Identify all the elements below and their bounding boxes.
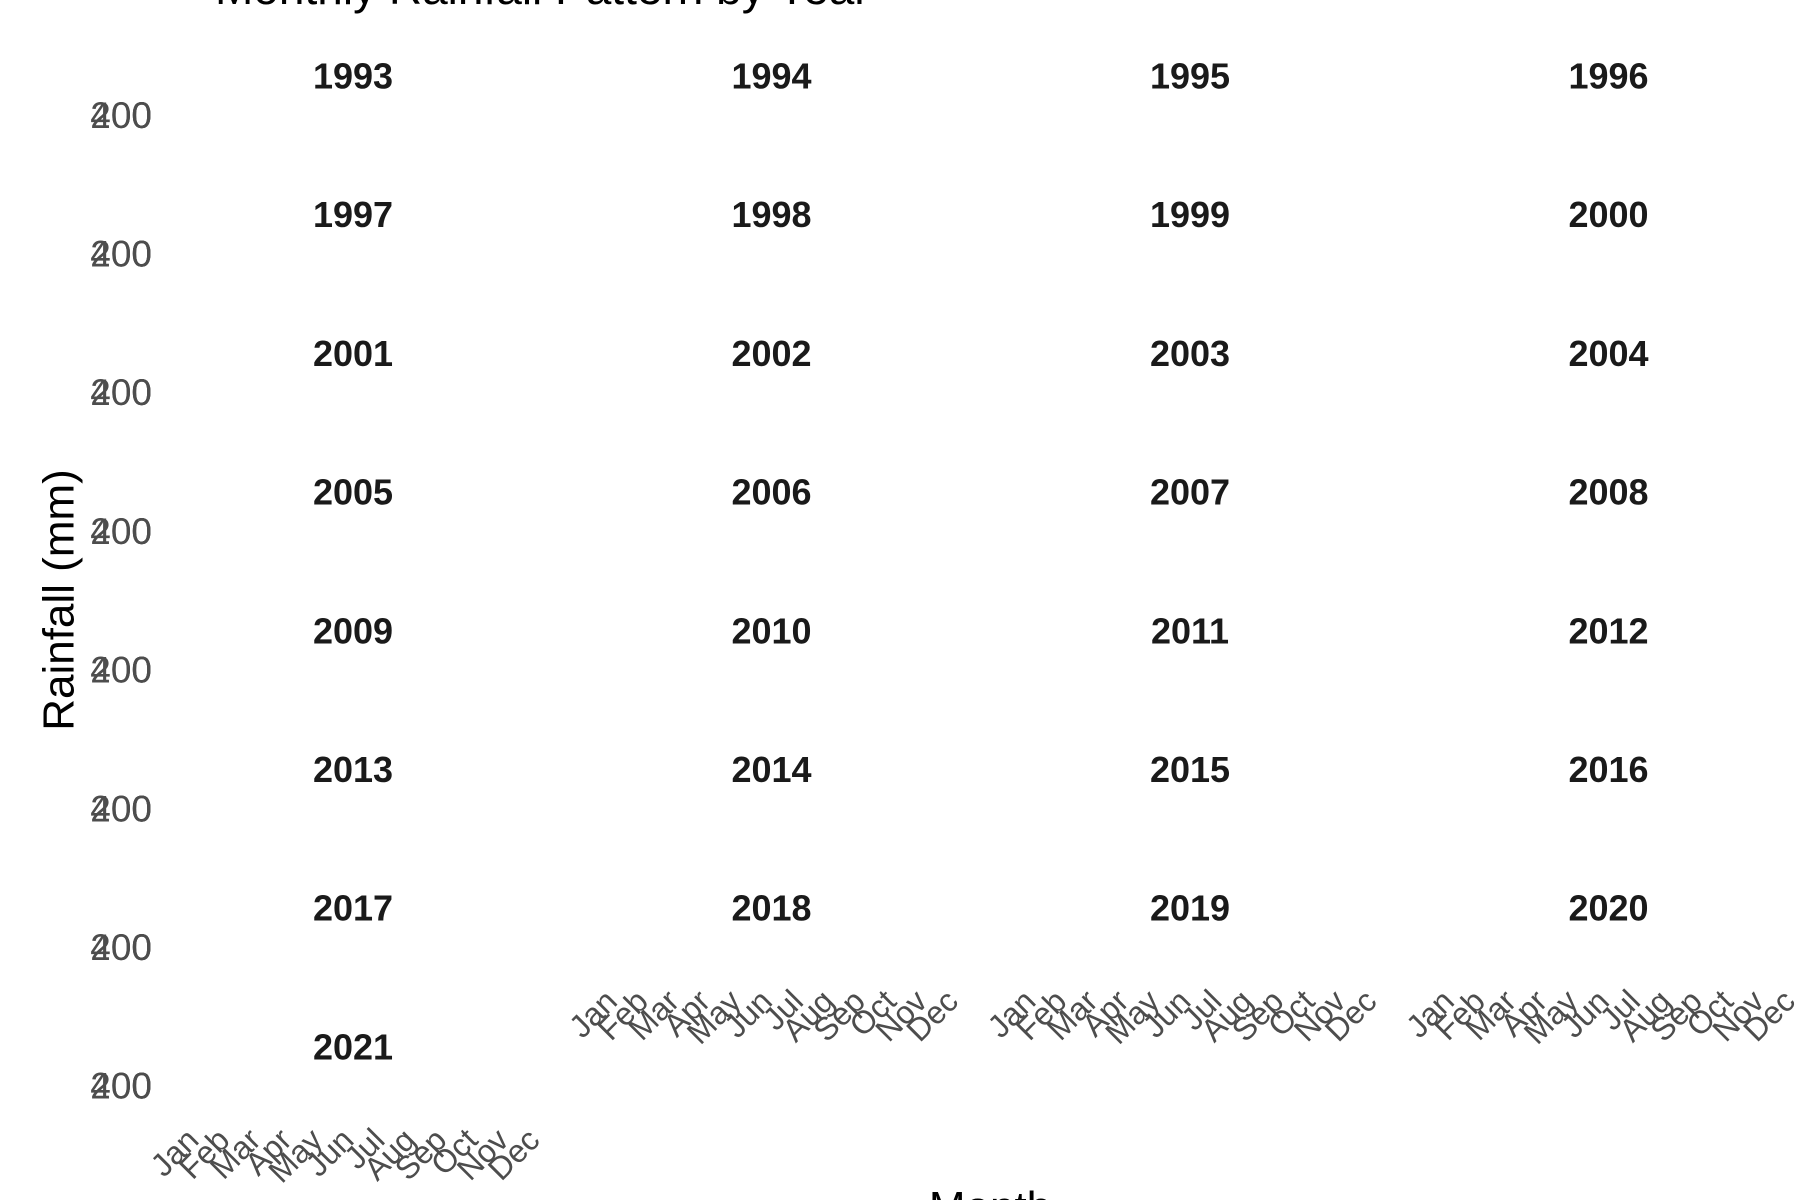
facet-title: 2005 [313,472,393,513]
y-tick-label: 400 [90,788,152,829]
facet-title: 2020 [1568,888,1648,929]
facet-title: 2009 [313,610,393,651]
facet-title: 2000 [1568,194,1648,235]
facet-title: 2018 [731,888,811,929]
facet-title: 2017 [313,888,393,929]
y-tick-label: 0 [131,95,152,136]
y-tick-label: 400 [90,927,152,968]
y-tick-label: 200 [90,788,152,829]
facet-title: 1993 [313,56,393,97]
facet-title: 2001 [313,333,393,374]
facet-title: 2012 [1568,610,1648,651]
facet-title: 1998 [731,194,811,235]
x-axis-title: Month [929,1183,1051,1200]
y-tick-label: 0 [131,372,152,413]
facet-title: 2007 [1150,472,1230,513]
facet-title: 2021 [313,1026,393,1067]
facet-title: 2003 [1150,333,1230,374]
y-tick-label: 400 [90,511,152,552]
y-tick-label: 200 [90,372,152,413]
facet-title: 1999 [1150,194,1230,235]
y-axis-title: Rainfall (mm) [35,469,84,731]
y-tick-label: 400 [90,1066,152,1107]
y-tick-label: 400 [90,95,152,136]
facet-title: 2015 [1150,749,1230,790]
facet-title: 2019 [1150,888,1230,929]
y-tick-label: 400 [90,372,152,413]
chart-title: Monthly Rainfall Pattern by Year [215,0,870,14]
facet-title: 1994 [731,56,811,97]
facet-title: 2014 [731,749,811,790]
facet-title: 2004 [1568,333,1648,374]
facet-title: 2010 [731,610,811,651]
facet-title: 2016 [1568,749,1648,790]
facet-title: 2011 [1151,610,1229,651]
y-tick-label: 400 [90,650,152,691]
y-tick-label: 200 [90,95,152,136]
facet-title: 2006 [731,472,811,513]
facet-title: 1996 [1568,56,1648,97]
y-tick-label: 0 [131,788,152,829]
y-tick-label: 200 [90,1066,152,1107]
y-tick-label: 200 [90,650,152,691]
y-tick-label: 200 [90,233,152,274]
y-tick-label: 0 [131,233,152,274]
y-tick-label: 400 [90,233,152,274]
y-tick-label: 0 [131,927,152,968]
y-tick-label: 0 [131,511,152,552]
facet-title: 1995 [1150,56,1230,97]
facet-title: 1997 [313,194,393,235]
y-tick-label: 0 [131,1066,152,1107]
y-tick-label: 200 [90,927,152,968]
y-tick-label: 200 [90,511,152,552]
facet-title: 2002 [731,333,811,374]
y-tick-label: 0 [131,650,152,691]
facet-title: 2013 [313,749,393,790]
facet-title: 2008 [1568,472,1648,513]
